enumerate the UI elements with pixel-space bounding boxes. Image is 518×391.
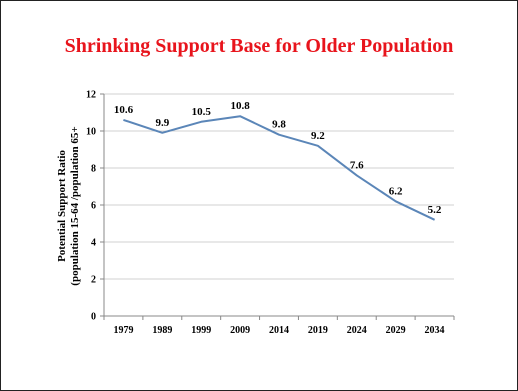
x-tick-label: 2029 <box>386 325 406 336</box>
y-tick-labels: 0 2 4 6 8 10 12 <box>86 90 96 323</box>
y-tick-label: 10 <box>86 127 96 138</box>
x-tick-labels: 1979 1989 1999 2009 2014 2019 2024 2029 2034 <box>113 325 444 336</box>
axes <box>100 93 455 320</box>
series-line <box>123 115 436 221</box>
y-tick-label: 8 <box>91 164 96 175</box>
data-label: 6.2 <box>389 185 403 197</box>
gridlines <box>104 93 454 280</box>
x-tick-label: 2024 <box>347 325 367 336</box>
x-tick-label: 1999 <box>191 325 211 336</box>
x-tick-label: 2014 <box>269 325 289 336</box>
y-tick-label: 4 <box>91 238 96 249</box>
x-tick-label: 2034 <box>425 325 445 336</box>
data-label: 9.2 <box>311 130 325 142</box>
data-label: 5.2 <box>428 204 442 216</box>
series-line-path <box>123 115 436 221</box>
x-tick-label: 2009 <box>230 325 250 336</box>
y-tick-label: 12 <box>86 90 96 101</box>
y-tick-label: 2 <box>91 275 96 286</box>
y-tick-label: 6 <box>91 201 96 212</box>
data-label: 10.8 <box>230 100 250 112</box>
data-label: 9.8 <box>272 119 286 131</box>
y-tick-label: 0 <box>91 312 96 323</box>
x-tick-label: 1989 <box>152 325 172 336</box>
x-tick-label: 2019 <box>308 325 328 336</box>
data-label: 7.6 <box>350 159 364 171</box>
chart-title: Shrinking Support Base for Older Populat… <box>64 35 454 57</box>
data-label: 10.6 <box>114 104 134 116</box>
x-tick-label: 1979 <box>113 325 133 336</box>
data-labels: 10.6 9.9 10.5 10.8 9.8 9.2 7.6 6.2 5.2 <box>114 100 442 216</box>
data-label: 9.9 <box>155 117 169 129</box>
data-label: 10.5 <box>192 106 212 118</box>
